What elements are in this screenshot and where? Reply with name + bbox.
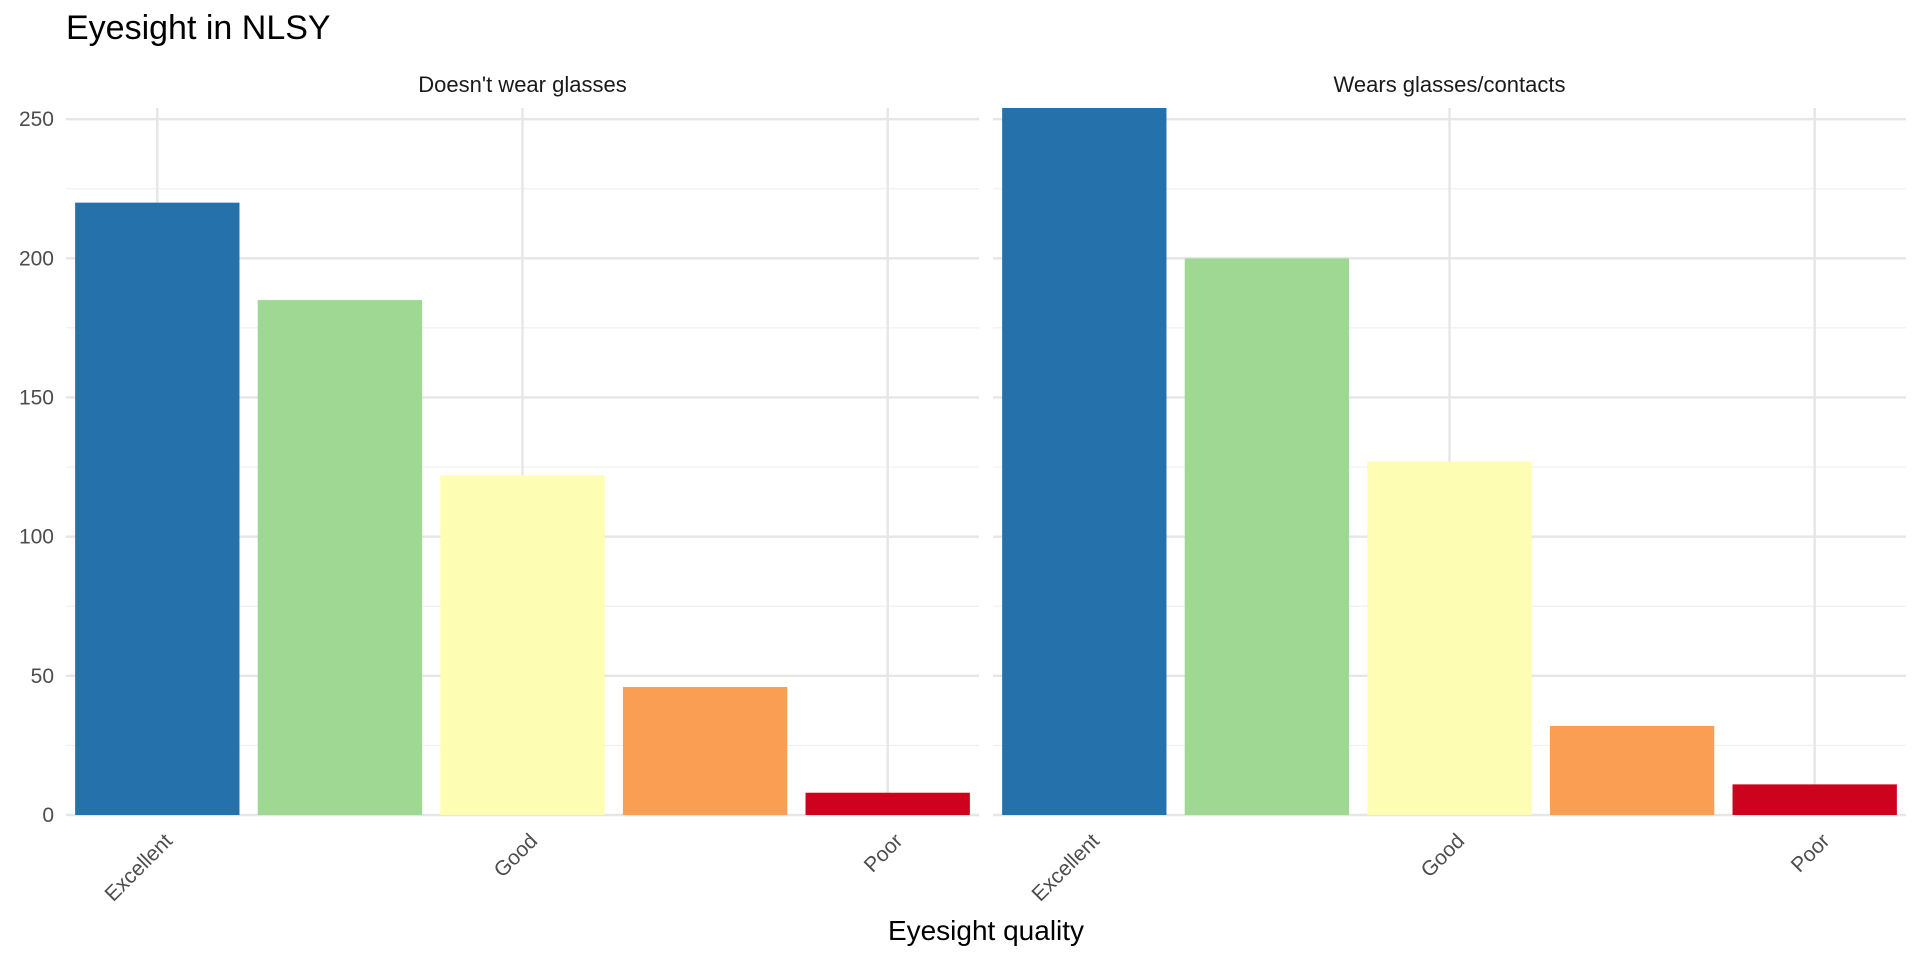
x-tick-label: Excellent xyxy=(1028,829,1105,906)
bar-poor xyxy=(805,792,970,815)
bar-very-good xyxy=(1184,258,1350,815)
bar-good xyxy=(1367,461,1532,815)
y-tick-label: 150 xyxy=(19,386,54,409)
y-tick-label: 0 xyxy=(42,804,54,827)
x-tick-label: Excellent xyxy=(101,829,178,906)
chart-title: Eyesight in NLSY xyxy=(66,9,331,47)
facet-panels: Doesn't wear glasses Excellent Good Poor Wea… xyxy=(19,72,1906,906)
x-tick-label: Poor xyxy=(860,829,908,877)
bar-excellent xyxy=(75,202,240,815)
x-tick-label: Good xyxy=(1417,829,1470,882)
bar-fair xyxy=(622,686,788,815)
y-tick-label: 50 xyxy=(31,665,54,688)
x-axis-label: Eyesight quality xyxy=(888,915,1084,946)
bar-very-good xyxy=(257,300,423,815)
x-tick-label: Poor xyxy=(1787,829,1835,877)
y-tick-label: 100 xyxy=(19,526,54,549)
bar-fair xyxy=(1549,725,1715,815)
bar-poor xyxy=(1732,784,1897,815)
bar-good xyxy=(440,475,605,815)
facet-strip-label: Doesn't wear glasses xyxy=(418,72,626,97)
facet-strip-label: Wears glasses/contacts xyxy=(1334,72,1566,97)
y-tick-label: 200 xyxy=(19,247,54,270)
bar-excellent xyxy=(1002,108,1167,815)
x-tick-label: Good xyxy=(490,829,543,882)
y-tick-label: 250 xyxy=(19,108,54,131)
